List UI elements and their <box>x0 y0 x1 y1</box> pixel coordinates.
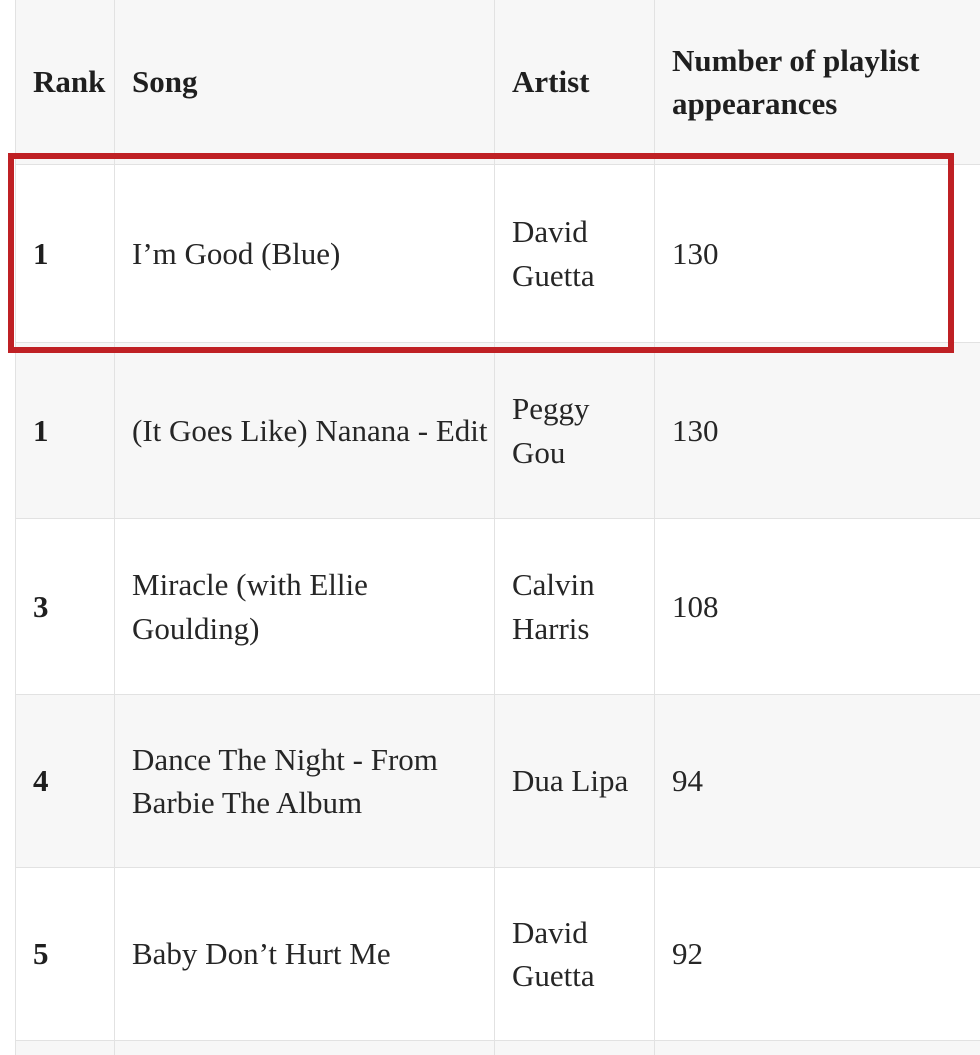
table-row-partial <box>15 1040 980 1055</box>
rank-cell: 4 <box>15 694 115 868</box>
appearances-cell <box>654 1040 980 1055</box>
appearances-cell: 108 <box>654 518 980 695</box>
table-row: 1 I’m Good (Blue) David Guetta 130 <box>15 164 980 343</box>
rank-cell: 1 <box>15 164 115 343</box>
appearances-cell: 130 <box>654 164 980 343</box>
playlist-appearances-table: Rank Song Artist Number of playlist appe… <box>15 0 980 1055</box>
artist-cell: Peggy Gou <box>494 342 655 519</box>
rank-cell: 1 <box>15 342 115 519</box>
appearances-cell: 94 <box>654 694 980 868</box>
artist-cell: David Guetta <box>494 164 655 343</box>
header-cell-song: Song <box>114 0 495 165</box>
song-cell: Baby Don’t Hurt Me <box>114 867 495 1041</box>
table-header-row: Rank Song Artist Number of playlist appe… <box>15 0 980 165</box>
table-row: 3 Miracle (with Ellie Goulding) Calvin H… <box>15 518 980 695</box>
song-cell: I’m Good (Blue) <box>114 164 495 343</box>
rank-cell: 3 <box>15 518 115 695</box>
table-row: 4 Dance The Night - From Barbie The Albu… <box>15 694 980 868</box>
song-cell: Dance The Night - From Barbie The Album <box>114 694 495 868</box>
rank-cell: 5 <box>15 867 115 1041</box>
header-cell-artist: Artist <box>494 0 655 165</box>
table-row: 5 Baby Don’t Hurt Me David Guetta 92 <box>15 867 980 1041</box>
song-cell <box>114 1040 495 1055</box>
table-row: 1 (It Goes Like) Nanana - Edit Peggy Gou… <box>15 342 980 519</box>
appearances-cell: 130 <box>654 342 980 519</box>
artist-cell: Calvin Harris <box>494 518 655 695</box>
appearances-cell: 92 <box>654 867 980 1041</box>
rank-cell <box>15 1040 115 1055</box>
header-cell-appearances: Number of playlist appearances <box>654 0 980 165</box>
artist-cell: David Guetta <box>494 867 655 1041</box>
artist-cell: Dua Lipa <box>494 694 655 868</box>
song-cell: (It Goes Like) Nanana - Edit <box>114 342 495 519</box>
header-cell-rank: Rank <box>15 0 115 165</box>
artist-cell <box>494 1040 655 1055</box>
song-cell: Miracle (with Ellie Goulding) <box>114 518 495 695</box>
